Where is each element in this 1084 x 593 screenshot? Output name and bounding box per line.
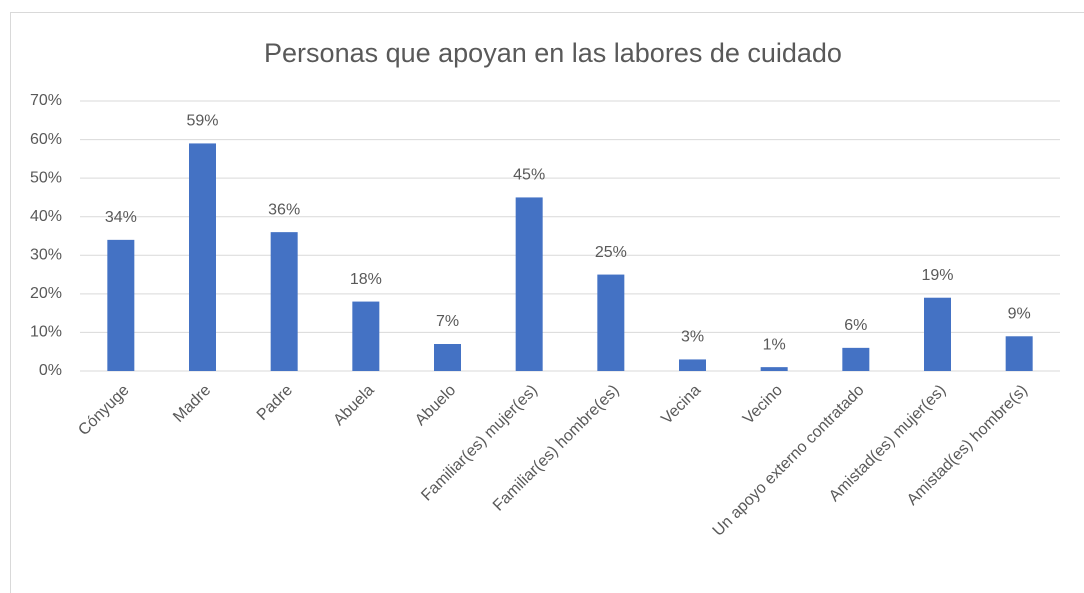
value-label: 7%	[436, 313, 459, 330]
x-tick-label: Cónyuge	[75, 382, 132, 439]
bar	[352, 301, 380, 371]
bar	[760, 367, 788, 371]
bar	[515, 197, 543, 371]
chart-title: Personas que apoyan en las labores de cu…	[264, 38, 842, 68]
x-tick-label: Un apoyo externo contratado	[710, 382, 868, 540]
bar	[842, 347, 870, 371]
y-tick-label: 0%	[39, 362, 62, 379]
bar	[270, 232, 298, 371]
x-tick-label: Padre	[254, 382, 296, 424]
value-label: 59%	[186, 113, 218, 130]
bar	[924, 297, 951, 371]
value-label: 45%	[513, 167, 545, 184]
y-tick-label: 50%	[30, 169, 62, 186]
x-tick-label: Vecino	[740, 382, 786, 428]
y-tick-label: 20%	[30, 285, 62, 302]
value-label: 9%	[1008, 306, 1031, 323]
x-tick-label: Abuelo	[412, 382, 459, 429]
value-label: 34%	[105, 209, 137, 226]
chart-frame	[10, 12, 1084, 593]
bar	[679, 359, 706, 371]
x-tick-label: Vecina	[658, 382, 704, 428]
y-tick-label: 30%	[30, 247, 62, 264]
y-tick-label: 40%	[30, 208, 62, 225]
value-label: 3%	[681, 329, 704, 346]
value-label: 19%	[921, 267, 953, 284]
y-tick-label: 60%	[30, 131, 62, 148]
bar	[189, 143, 216, 371]
bar	[107, 239, 135, 371]
y-tick-label: 70%	[30, 92, 62, 109]
value-label: 36%	[268, 201, 300, 218]
value-label: 18%	[350, 271, 382, 288]
value-label: 6%	[844, 317, 867, 334]
bar	[597, 274, 625, 371]
x-tick-label: Abuela	[330, 382, 377, 429]
y-tick-label: 10%	[30, 324, 62, 341]
value-label: 25%	[595, 244, 627, 261]
bar	[1005, 336, 1033, 371]
value-label: 1%	[763, 336, 786, 353]
bar	[434, 344, 461, 371]
x-tick-label: Madre	[170, 382, 214, 426]
